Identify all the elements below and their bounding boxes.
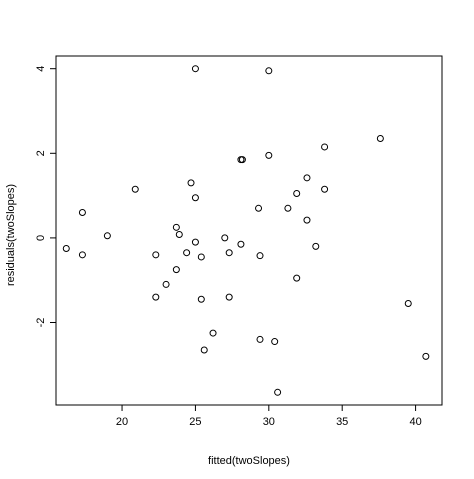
x-tick-label: 30 bbox=[263, 416, 275, 428]
x-axis: 20 25 30 35 40 bbox=[116, 405, 422, 428]
data-point bbox=[152, 251, 160, 259]
data-point bbox=[152, 293, 160, 301]
data-point bbox=[284, 204, 292, 212]
data-point bbox=[303, 174, 311, 182]
data-point bbox=[312, 242, 320, 250]
data-point bbox=[78, 251, 86, 259]
y-tick-label: 2 bbox=[35, 150, 47, 156]
x-tick-label: 40 bbox=[409, 416, 421, 428]
data-point bbox=[191, 65, 199, 73]
data-point bbox=[274, 388, 282, 396]
x-axis-label: fitted(twoSlopes) bbox=[208, 455, 290, 467]
x-tick-label: 20 bbox=[116, 416, 128, 428]
data-point bbox=[293, 274, 301, 282]
data-point bbox=[256, 335, 264, 343]
data-point bbox=[172, 223, 180, 231]
data-point bbox=[238, 156, 246, 164]
data-point bbox=[78, 209, 86, 217]
data-point bbox=[404, 299, 412, 307]
plot-frame bbox=[55, 55, 443, 406]
data-point bbox=[197, 295, 205, 303]
data-point bbox=[200, 346, 208, 354]
y-axis: -2 0 2 4 bbox=[35, 66, 56, 328]
data-point bbox=[197, 253, 205, 261]
data-point bbox=[271, 338, 279, 346]
data-point bbox=[225, 249, 233, 257]
data-point bbox=[293, 189, 301, 197]
data-point bbox=[265, 67, 273, 75]
data-point bbox=[191, 194, 199, 202]
data-point bbox=[162, 280, 170, 288]
data-point bbox=[131, 185, 139, 193]
data-points bbox=[62, 65, 430, 396]
data-point bbox=[303, 216, 311, 224]
data-point bbox=[103, 232, 111, 240]
data-point bbox=[256, 252, 264, 260]
data-point bbox=[237, 240, 245, 248]
data-point bbox=[209, 329, 217, 337]
data-point bbox=[175, 231, 183, 239]
data-point bbox=[187, 179, 195, 187]
y-tick-label: 0 bbox=[35, 235, 47, 241]
data-point bbox=[265, 151, 273, 159]
y-tick-label: 4 bbox=[35, 66, 47, 72]
data-point bbox=[255, 204, 263, 212]
data-point bbox=[321, 143, 329, 151]
y-axis-label: residuals(twoSlopes) bbox=[5, 184, 17, 286]
data-point bbox=[183, 249, 191, 257]
data-point bbox=[221, 234, 229, 242]
data-point bbox=[376, 134, 384, 142]
data-point bbox=[172, 266, 180, 274]
y-tick-label: -2 bbox=[35, 318, 47, 328]
data-point bbox=[191, 238, 199, 246]
data-point bbox=[225, 293, 233, 301]
data-point bbox=[422, 352, 430, 360]
data-point bbox=[321, 185, 329, 193]
data-point bbox=[62, 244, 70, 252]
x-tick-label: 25 bbox=[189, 416, 201, 428]
x-tick-label: 35 bbox=[336, 416, 348, 428]
